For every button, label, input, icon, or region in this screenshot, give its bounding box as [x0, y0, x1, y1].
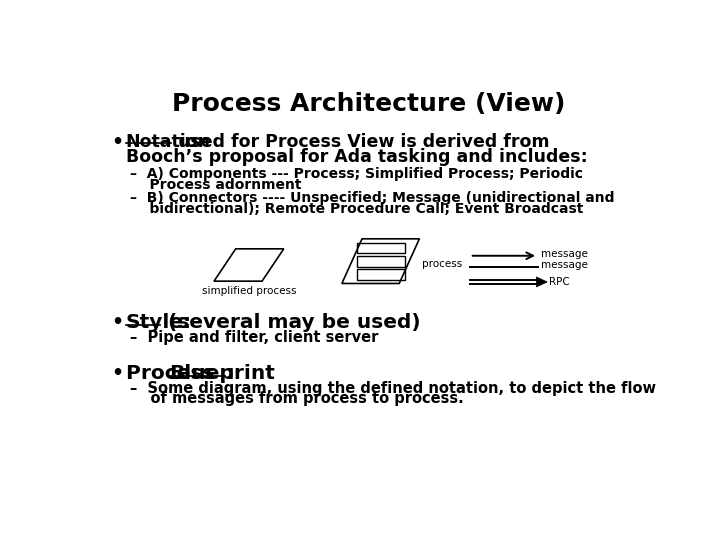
- Text: bidirectional); Remote Procedure Call; Event Broadcast: bidirectional); Remote Procedure Call; E…: [130, 202, 584, 216]
- Text: Process adornment: Process adornment: [130, 178, 302, 192]
- Text: simplified process: simplified process: [202, 286, 296, 296]
- Text: RPC: RPC: [549, 277, 570, 287]
- Text: –  Some diagram, using the defined notation, to depict the flow: – Some diagram, using the defined notati…: [130, 381, 657, 395]
- Text: of messages from process to process.: of messages from process to process.: [130, 392, 464, 406]
- Polygon shape: [536, 277, 547, 287]
- Text: used for Process View is derived from: used for Process View is derived from: [172, 132, 549, 151]
- Text: message: message: [541, 260, 588, 270]
- Text: •: •: [112, 132, 124, 152]
- Text: message: message: [541, 249, 588, 259]
- Text: –  A) Components --- Process; Simplified Process; Periodic: – A) Components --- Process; Simplified …: [130, 167, 583, 181]
- Text: –  Pipe and filter, client server: – Pipe and filter, client server: [130, 330, 379, 345]
- Text: Process Architecture (View): Process Architecture (View): [172, 92, 566, 116]
- Text: –  B) Connectors ---- Unspecified; Message (unidirectional and: – B) Connectors ---- Unspecified; Messag…: [130, 191, 615, 205]
- Text: Notation: Notation: [126, 132, 211, 151]
- Text: Process: Process: [126, 363, 221, 382]
- Bar: [356, 269, 405, 280]
- Text: (several may be used): (several may be used): [161, 313, 421, 332]
- Text: Blueprint: Blueprint: [169, 363, 275, 382]
- Text: •: •: [112, 313, 124, 332]
- Text: process: process: [422, 259, 462, 269]
- Text: •: •: [112, 363, 124, 382]
- Text: :: :: [226, 363, 235, 382]
- Text: Booch’s proposal for Ada tasking and includes:: Booch’s proposal for Ada tasking and inc…: [126, 148, 588, 166]
- Bar: [356, 242, 405, 253]
- Bar: [356, 256, 405, 267]
- Text: Style:: Style:: [126, 313, 192, 332]
